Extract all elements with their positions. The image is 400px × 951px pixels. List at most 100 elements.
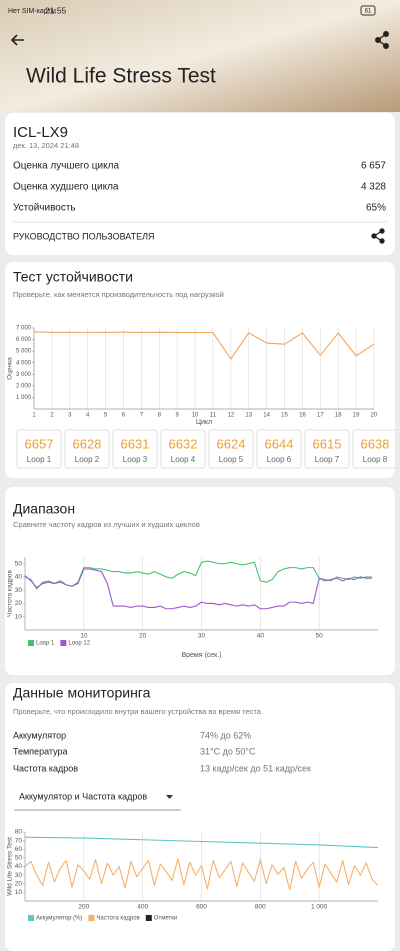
section-subtitle: Проверьте, что происходило внутри вашего… — [13, 707, 263, 716]
x-tick-label: 16 — [299, 413, 306, 419]
y-tick-label: 50 — [15, 855, 23, 862]
y-tick-label: 30 — [15, 587, 23, 594]
y-tick-label: 2 000 — [16, 383, 32, 389]
loop-tile — [352, 429, 395, 469]
loop-label: Loop 6 — [267, 455, 292, 464]
row-value: 65% — [366, 203, 386, 214]
x-tick-label: 6 — [122, 413, 126, 419]
legend-swatch — [28, 915, 34, 921]
row-value: 6 657 — [361, 161, 386, 172]
x-axis-label: Цикл — [196, 419, 212, 426]
dropdown[interactable]: Аккумулятор и Частота кадров — [14, 791, 181, 811]
y-tick-label: 20 — [15, 600, 23, 607]
device-name: ICL-LX9 — [13, 124, 68, 141]
x-tick-label: 20 — [139, 633, 147, 640]
legend-swatch — [145, 915, 152, 921]
legend-swatch — [60, 640, 67, 646]
loop-label: Loop 1 — [27, 455, 52, 464]
y-tick-label: 40 — [15, 574, 23, 581]
loop-score: 6615 — [313, 436, 342, 451]
y-tick-label: 3 000 — [16, 372, 32, 378]
x-tick-label: 9 — [175, 413, 179, 419]
x-tick-label: 12 — [227, 413, 234, 419]
loop-label: Loop 3 — [123, 455, 148, 464]
x-tick-label: 10 — [80, 633, 88, 640]
range-card — [5, 487, 395, 675]
y-tick-label: 30 — [15, 872, 23, 879]
x-tick-label: 17 — [317, 413, 324, 419]
page-title: Wild Life Stress Test — [26, 65, 216, 88]
legend-label: Отметки — [154, 916, 177, 922]
y-tick-label: 80 — [15, 829, 23, 836]
loop-label: Loop 5 — [219, 455, 244, 464]
legend-label: Loop 12 — [68, 641, 90, 647]
dropdown-arrow[interactable] — [166, 795, 173, 799]
share-button[interactable] — [375, 31, 389, 49]
y-tick-label: 70 — [15, 837, 23, 844]
loop-tile — [160, 429, 206, 469]
x-tick-label: 7 — [140, 413, 144, 419]
back-button[interactable] — [10, 34, 24, 46]
manual-link[interactable]: РУКОВОДСТВО ПОЛЬЗОВАТЕЛЯ — [13, 231, 155, 241]
row-label: Частота кадров — [13, 763, 78, 773]
y-tick-label: 5 000 — [16, 349, 32, 355]
row-value: 13 кадр/сек до 51 кадр/сек — [200, 763, 311, 773]
x-tick-label: 10 — [192, 413, 199, 419]
x-tick-label: 14 — [263, 413, 270, 419]
y-tick-label: 40 — [15, 863, 23, 870]
stability-card — [5, 262, 395, 478]
x-tick-label: 800 — [255, 904, 266, 911]
x-tick-label: 1 — [32, 413, 36, 419]
battery-level: 61 — [365, 9, 372, 15]
summary-card — [5, 113, 395, 255]
clock: 21:55 — [45, 5, 67, 15]
y-tick-label: 50 — [15, 560, 23, 567]
legend-swatch — [28, 640, 34, 646]
row-label: Оценка худшего цикла — [13, 182, 119, 193]
row-value: 31°C до 50°C — [200, 746, 256, 756]
row-value: 4 328 — [361, 182, 386, 193]
loop-tile — [304, 429, 350, 469]
loop-tile — [16, 429, 62, 469]
legend-label: Loop 1 — [36, 641, 55, 647]
loop-label: Loop 4 — [171, 455, 196, 464]
x-tick-label: 40 — [257, 633, 265, 640]
series-line — [24, 836, 379, 849]
manual-share[interactable] — [371, 228, 385, 244]
x-tick-label: 15 — [281, 413, 288, 419]
y-tick-label: 4 000 — [16, 360, 32, 366]
y-tick-label: 6 000 — [16, 337, 32, 343]
loop-label: Loop 8 — [363, 455, 388, 464]
section-title: Диапазон — [13, 501, 75, 517]
loop-tile — [208, 429, 254, 469]
x-tick-label: 200 — [78, 904, 89, 911]
section-title: Данные мониторинга — [13, 685, 151, 701]
x-tick-label: 30 — [198, 633, 206, 640]
x-tick-label: 18 — [335, 413, 342, 419]
carrier: Нет SIM-карты — [8, 8, 56, 15]
y-axis-label: Частота кадров — [7, 569, 14, 617]
battery-icon — [360, 5, 376, 16]
y-tick-label: 20 — [15, 880, 23, 887]
section-subtitle: Проверьте, как меняется производительнос… — [13, 290, 224, 299]
y-axis-label: Wild Life Stress Test — [7, 837, 14, 896]
loop-tiles: 6657 Loop 1 6628 Loop 2 6631 Loop 3 6632 Loop 4… — [16, 429, 395, 469]
loop-score: 6631 — [121, 436, 150, 451]
y-axis-label: Оценка — [7, 357, 14, 380]
dropdown-label[interactable]: Аккумулятор и Частота кадров — [19, 791, 147, 801]
loop-label: Loop 7 — [315, 455, 340, 464]
legend-label: Аккумулятор (%) — [36, 916, 82, 922]
legend-swatch — [88, 915, 95, 921]
section-subtitle: Сравните частоту кадров из лучших и худш… — [13, 520, 200, 529]
x-axis-label: Время (сек.) — [181, 652, 221, 659]
loop-tile — [64, 429, 110, 469]
y-tick-label: 10 — [15, 889, 23, 896]
loop-score: 6644 — [265, 436, 294, 451]
monitoring-card — [5, 683, 395, 951]
loop-score: 6624 — [217, 436, 246, 451]
loop-score: 6657 — [25, 436, 54, 451]
y-tick-label: 1 000 — [16, 395, 32, 401]
x-tick-label: 400 — [137, 904, 148, 911]
